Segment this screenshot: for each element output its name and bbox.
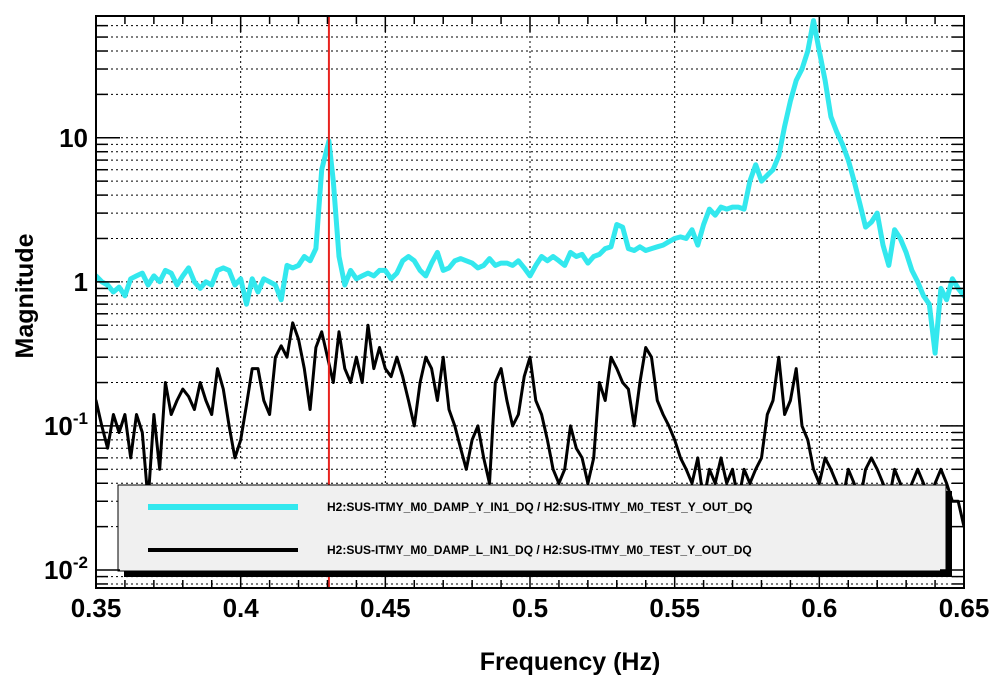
x-axis-title: Frequency (Hz) [480, 648, 661, 676]
legend-label-2: H2:SUS-ITMY_M0_DAMP_L_IN1_DQ / H2:SUS-IT… [327, 543, 752, 557]
x-tick-label: 0.45 [360, 593, 411, 623]
plot-frame [95, 15, 965, 589]
axis-labels: Frequency (Hz) Magnitude 0.35 0.4 0.45 0.5 0… [11, 123, 989, 676]
series-lines [96, 18, 964, 529]
x-tick-label: 0.35 [71, 593, 122, 623]
x-tick-label: 0.4 [223, 593, 260, 623]
series-line-1 [96, 18, 964, 356]
y-tick-label: 10-1 [44, 409, 88, 441]
x-tick-label: 0.65 [939, 593, 990, 623]
legend-box [117, 484, 947, 572]
y-axis-title: Magnitude [11, 233, 39, 358]
x-tick-label: 0.5 [512, 593, 548, 623]
y-tick-label: 10-2 [44, 553, 88, 585]
legend: H2:SUS-ITMY_M0_DAMP_Y_IN1_DQ / H2:SUS-IT… [117, 484, 952, 577]
series-line-2 [96, 321, 964, 529]
x-tick-label: 0.6 [801, 593, 837, 623]
legend-label-1: H2:SUS-ITMY_M0_DAMP_Y_IN1_DQ / H2:SUS-IT… [327, 500, 752, 514]
x-tick-label: 0.55 [649, 593, 700, 623]
y-tick-label: 1 [74, 267, 88, 297]
y-tick-label: 10 [59, 123, 88, 153]
